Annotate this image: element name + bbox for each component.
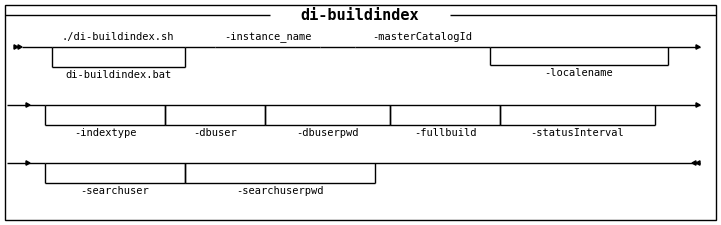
Text: -fullbuild: -fullbuild bbox=[414, 128, 477, 138]
Polygon shape bbox=[696, 45, 700, 49]
Polygon shape bbox=[26, 103, 30, 107]
Text: di-buildindex.bat: di-buildindex.bat bbox=[65, 70, 171, 80]
Text: -searchuser: -searchuser bbox=[81, 186, 149, 196]
Polygon shape bbox=[14, 45, 18, 49]
Text: -statusInterval: -statusInterval bbox=[531, 128, 624, 138]
Text: -indextype: -indextype bbox=[74, 128, 136, 138]
Polygon shape bbox=[696, 103, 700, 107]
Text: -masterCatalogId: -masterCatalogId bbox=[373, 32, 472, 42]
Polygon shape bbox=[692, 161, 696, 165]
Polygon shape bbox=[18, 45, 22, 49]
Text: ./di-buildindex.sh: ./di-buildindex.sh bbox=[62, 32, 174, 42]
Polygon shape bbox=[696, 161, 700, 165]
Text: -dbuserpwd: -dbuserpwd bbox=[296, 128, 359, 138]
Polygon shape bbox=[26, 161, 30, 165]
Text: -instance_name: -instance_name bbox=[224, 31, 311, 42]
Text: -localename: -localename bbox=[544, 68, 614, 78]
Text: di-buildindex: di-buildindex bbox=[301, 7, 420, 22]
Text: -dbuser: -dbuser bbox=[193, 128, 237, 138]
Text: -searchuserpwd: -searchuserpwd bbox=[236, 186, 324, 196]
